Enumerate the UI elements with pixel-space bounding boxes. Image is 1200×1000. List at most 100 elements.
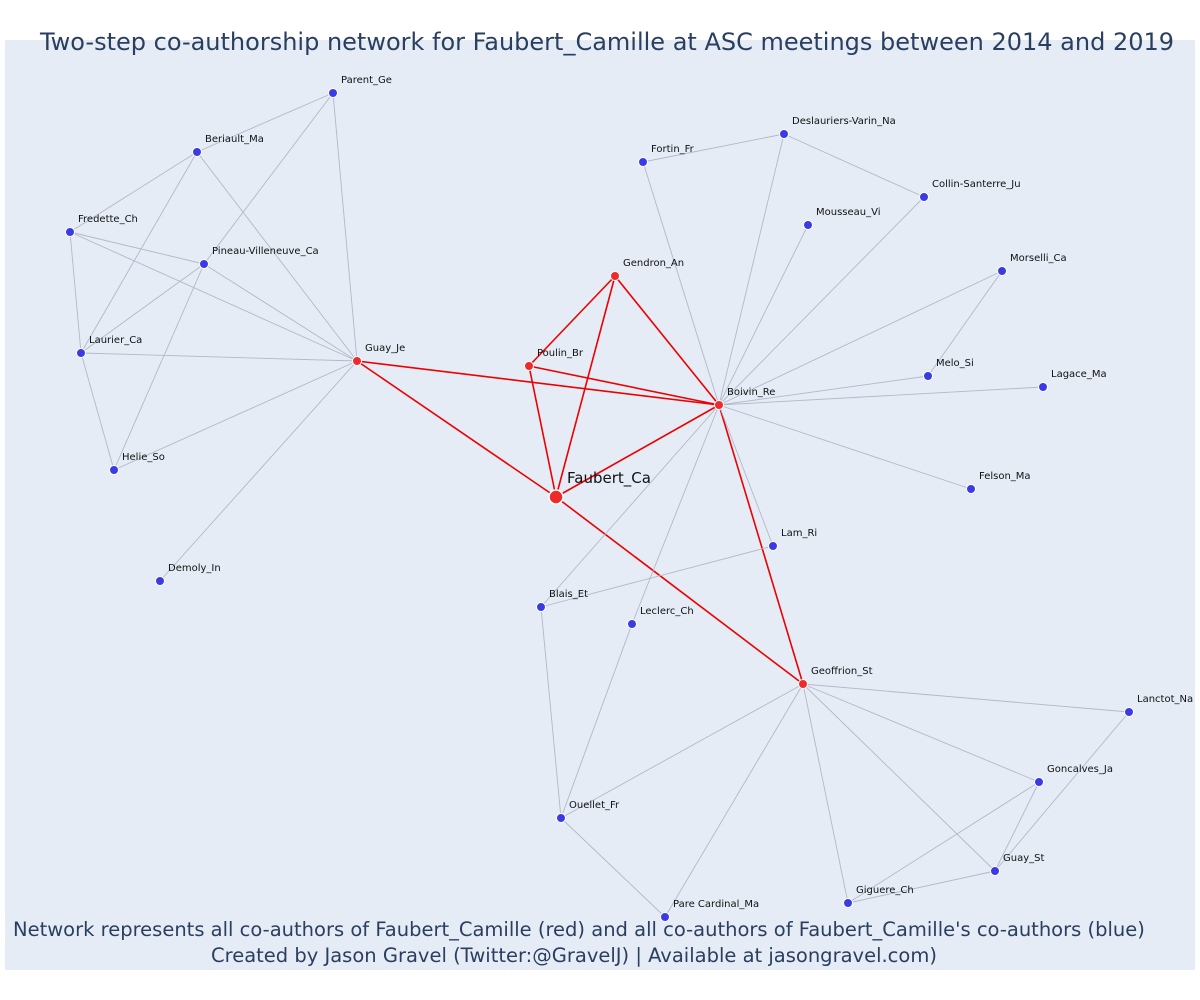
edge-Fredette_Ch--Pineau-Villeneuve_Ca <box>69 231 205 265</box>
node-label-Giguere_Ch: Giguere_Ch <box>856 885 914 896</box>
edge-Boivin_Re--Leclerc_Ch <box>631 404 720 625</box>
node-Guay_St[interactable] <box>990 866 1000 876</box>
node-Pare Cardinal_Ma[interactable] <box>660 912 670 922</box>
edge-Parent_Ge--Beriault_Ma <box>196 92 334 153</box>
edge-Faubert_Ca--Boivin_Re <box>555 404 720 498</box>
edge-Boivin_Re--Blais_Et <box>540 404 720 608</box>
edge-Guay_St--Giguere_Ch <box>847 870 996 904</box>
edge-Boivin_Re--Melo_Si <box>718 375 929 406</box>
node-Fortin_Fr[interactable] <box>638 157 648 167</box>
edge-Fortin_Fr--Deslauriers-Varin_Na <box>642 133 785 163</box>
node-label-Faubert_Ca: Faubert_Ca <box>567 469 651 488</box>
edge-Leclerc_Ch--Ouellet_Fr <box>560 623 633 819</box>
edge-Geoffrion_St--Giguere_Ch <box>802 683 849 904</box>
edge-Guay_Je--Demoly_In <box>159 360 358 582</box>
edge-Guay_Je--Pineau-Villeneuve_Ca <box>203 263 358 362</box>
edge-Guay_Je--Fredette_Ch <box>69 231 358 362</box>
node-Leclerc_Ch[interactable] <box>627 619 637 629</box>
edge-Geoffrion_St--Pare Cardinal_Ma <box>664 683 804 918</box>
edge-Pineau-Villeneuve_Ca--Helie_So <box>113 263 205 471</box>
node-Ouellet_Fr[interactable] <box>556 813 566 823</box>
edge-Morselli_Ca--Melo_Si <box>927 270 1003 377</box>
edge-Gendron_An--Boivin_Re <box>614 275 720 406</box>
node-label-Blais_Et: Blais_Et <box>549 589 588 600</box>
node-label-Poulin_Br: Poulin_Br <box>537 348 584 359</box>
edge-Boivin_Re--Geoffrion_St <box>718 404 804 685</box>
edge-Boivin_Re--Lagace_Ma <box>718 386 1044 406</box>
edge-Beriault_Ma--Laurier_Ca <box>80 151 198 354</box>
node-label-Ouellet_Fr: Ouellet_Fr <box>569 800 620 811</box>
edge-Goncalves_Ja--Guay_St <box>994 781 1040 872</box>
edge-Boivin_Re--Collin-Santerre_Ju <box>718 196 925 406</box>
edge-Deslauriers-Varin_Na--Collin-Santerre_Ju <box>783 133 925 198</box>
node-Collin-Santerre_Ju[interactable] <box>919 192 929 202</box>
node-Pineau-Villeneuve_Ca[interactable] <box>199 259 209 269</box>
node-label-Gendron_An: Gendron_An <box>623 258 684 269</box>
node-label-Goncalves_Ja: Goncalves_Ja <box>1047 764 1113 775</box>
node-label-Morselli_Ca: Morselli_Ca <box>1010 253 1067 264</box>
node-label-Beriault_Ma: Beriault_Ma <box>205 134 264 145</box>
edge-Faubert_Ca--Geoffrion_St <box>555 496 804 685</box>
node-Morselli_Ca[interactable] <box>997 266 1007 276</box>
node-Felson_Ma[interactable] <box>966 484 976 494</box>
edge-Ouellet_Fr--Pare Cardinal_Ma <box>560 817 666 918</box>
node-Mousseau_Vi[interactable] <box>803 220 813 230</box>
node-Geoffrion_St[interactable] <box>798 679 808 689</box>
node-label-Demoly_In: Demoly_In <box>168 563 221 574</box>
node-Lam_Ri[interactable] <box>768 541 778 551</box>
edge-Guay_Je--Laurier_Ca <box>80 352 358 362</box>
node-Parent_Ge[interactable] <box>328 88 338 98</box>
node-label-Leclerc_Ch: Leclerc_Ch <box>640 606 694 617</box>
edge-Guay_Je--Boivin_Re <box>356 360 720 406</box>
node-label-Melo_Si: Melo_Si <box>936 358 974 369</box>
edge-Guay_Je--Parent_Ge <box>332 92 358 362</box>
node-Gendron_An[interactable] <box>610 271 620 281</box>
network-plot-area: Faubert_Ca Guay_Je Poulin_Br Gendron_An Boiv… <box>5 40 1195 970</box>
node-Demoly_In[interactable] <box>155 576 165 586</box>
node-label-Collin-Santerre_Ju: Collin-Santerre_Ju <box>932 179 1021 190</box>
node-label-Pare Cardinal_Ma: Pare Cardinal_Ma <box>673 899 759 910</box>
node-Blais_Et[interactable] <box>536 602 546 612</box>
node-Poulin_Br[interactable] <box>524 361 534 371</box>
edge-Faubert_Ca--Gendron_An <box>555 275 616 498</box>
node-label-Mousseau_Vi: Mousseau_Vi <box>816 207 881 218</box>
edge-Blais_Et--Ouellet_Fr <box>540 606 562 819</box>
edge-Boivin_Re--Lam_Ri <box>718 404 774 547</box>
node-label-Geoffrion_St: Geoffrion_St <box>811 666 873 677</box>
node-Faubert_Ca[interactable] <box>548 489 564 505</box>
node-Fredette_Ch[interactable] <box>65 227 75 237</box>
node-Beriault_Ma[interactable] <box>192 147 202 157</box>
edge-Boivin_Re--Felson_Ma <box>718 404 972 490</box>
node-Lanctot_Na[interactable] <box>1124 707 1134 717</box>
edge-Fredette_Ch--Laurier_Ca <box>69 231 82 354</box>
node-Goncalves_Ja[interactable] <box>1034 777 1044 787</box>
edge-Geoffrion_St--Goncalves_Ja <box>802 683 1040 783</box>
node-label-Guay_Je: Guay_Je <box>365 343 405 354</box>
node-label-Guay_St: Guay_St <box>1003 853 1044 864</box>
edge-Goncalves_Ja--Giguere_Ch <box>847 781 1040 904</box>
node-Guay_Je[interactable] <box>352 356 362 366</box>
edge-Boivin_Re--Deslauriers-Varin_Na <box>718 133 785 406</box>
edge-Poulin_Br--Boivin_Re <box>528 365 720 406</box>
edge-Lam_Ri--Blais_Et <box>540 545 774 608</box>
edge-Faubert_Ca--Guay_Je <box>356 360 557 498</box>
edge-Boivin_Re--Fortin_Fr <box>642 161 720 406</box>
node-label-Helie_So: Helie_So <box>122 452 165 463</box>
node-Melo_Si[interactable] <box>923 371 933 381</box>
edge-Guay_Je--Helie_So <box>113 360 358 471</box>
edge-Geoffrion_St--Ouellet_Fr <box>560 683 804 819</box>
node-label-Boivin_Re: Boivin_Re <box>727 387 775 398</box>
node-Boivin_Re[interactable] <box>714 400 724 410</box>
node-label-Lanctot_Na: Lanctot_Na <box>1137 694 1193 705</box>
node-label-Parent_Ge: Parent_Ge <box>341 75 392 86</box>
node-Lagace_Ma[interactable] <box>1038 382 1048 392</box>
node-Giguere_Ch[interactable] <box>843 898 853 908</box>
network-graph: Faubert_Ca Guay_Je Poulin_Br Gendron_An Boiv… <box>65 75 1193 922</box>
node-Helie_So[interactable] <box>109 465 119 475</box>
edge-Geoffrion_St--Lanctot_Na <box>802 683 1130 713</box>
edge-Pineau-Villeneuve_Ca--Laurier_Ca <box>80 263 205 354</box>
edge-Faubert_Ca--Poulin_Br <box>528 365 557 498</box>
node-Laurier_Ca[interactable] <box>76 348 86 358</box>
node-Deslauriers-Varin_Na[interactable] <box>779 129 789 139</box>
edge-Beriault_Ma--Fredette_Ch <box>69 151 198 233</box>
